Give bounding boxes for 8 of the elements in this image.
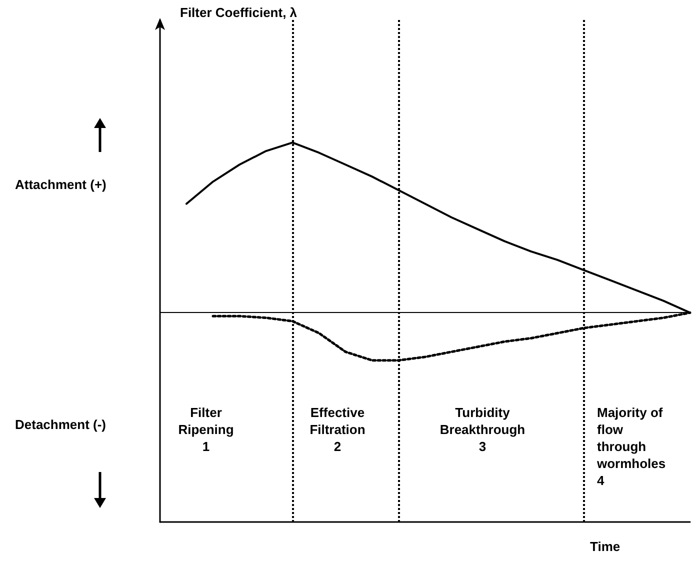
text: Filter Ripening 1 bbox=[177, 404, 235, 455]
text: Attachment (+) bbox=[15, 176, 106, 193]
text: Detachment (-) bbox=[15, 416, 106, 433]
text: Effective Filtration 2 bbox=[308, 404, 366, 455]
text: Filter Coefficient, λ bbox=[180, 4, 298, 21]
text: Majority of flow through wormholes 4 bbox=[597, 404, 667, 489]
text: Turbidity Breakthrough 3 bbox=[438, 404, 526, 455]
text: Time bbox=[590, 538, 620, 555]
